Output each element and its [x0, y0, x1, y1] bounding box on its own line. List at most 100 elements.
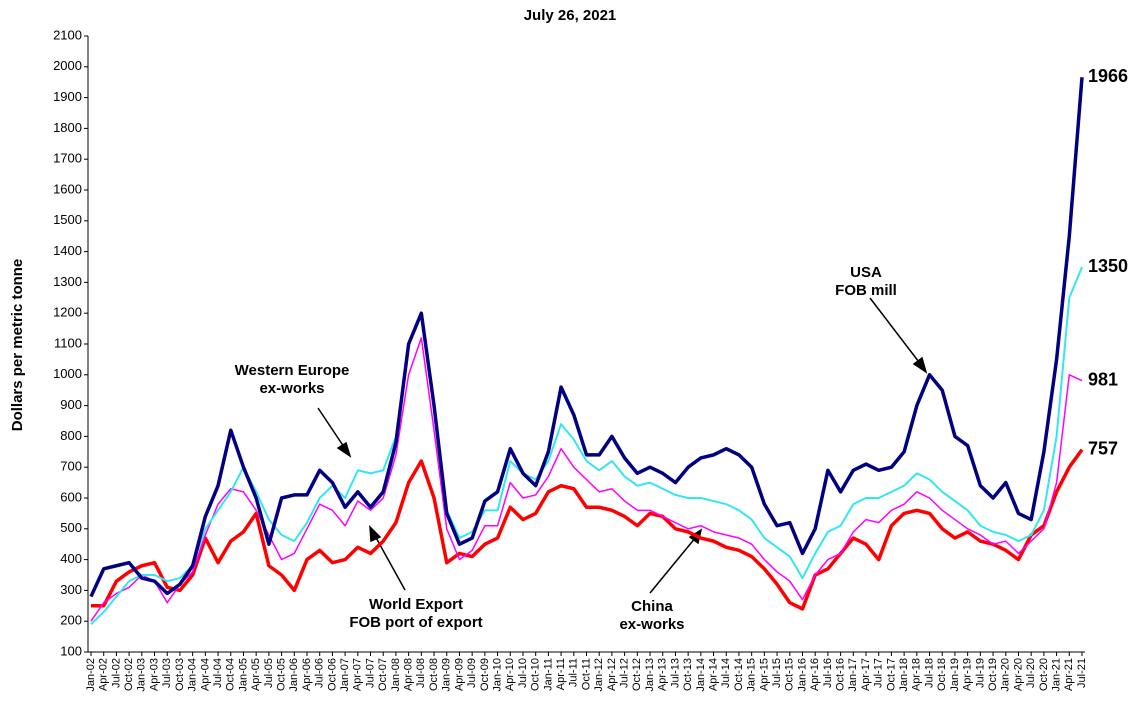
end-value-label: 1966 — [1088, 66, 1128, 86]
x-tick-label: Jan-04 — [187, 658, 199, 692]
annotation-line: FOB port of export — [349, 614, 482, 631]
x-tick-label: Apr-20 — [1012, 658, 1024, 691]
annotation: World Export FOB port of export — [349, 596, 482, 631]
x-tick-label: Apr-07 — [352, 658, 364, 691]
x-tick-label: Jan-15 — [746, 658, 758, 692]
y-tick-label: 1900 — [53, 89, 82, 104]
y-tick-label: 1800 — [53, 120, 82, 135]
x-tick-label: Jul-14 — [720, 658, 732, 688]
x-tick-label: Jan-18 — [898, 658, 910, 692]
x-tick-label: Jan-11 — [542, 658, 554, 691]
y-tick-label: 700 — [60, 459, 82, 474]
x-tick-label: Jan-03 — [136, 658, 148, 692]
x-tick-label: Jul-20 — [1025, 658, 1037, 688]
x-tick-label: Jan-21 — [1050, 658, 1062, 692]
x-tick-label: Jan-05 — [237, 658, 249, 692]
y-tick-label: 1700 — [53, 151, 82, 166]
y-tick-label: 300 — [60, 582, 82, 597]
x-tick-label: Apr-16 — [809, 658, 821, 691]
x-tick-label: Jan-17 — [847, 658, 859, 692]
y-tick-label: 400 — [60, 551, 82, 566]
x-tick-label: Jan-12 — [593, 658, 605, 692]
x-tick-label: Jul-11 — [568, 658, 580, 687]
x-tick-label: Jul-05 — [263, 658, 275, 688]
x-tick-label: Jan-16 — [796, 658, 808, 692]
x-tick-label: Jul-16 — [822, 658, 834, 688]
annotation: Western Europe ex-works — [235, 362, 350, 397]
y-axis-label: Dollars per metric tonne — [9, 259, 26, 432]
x-tick-label: Apr-09 — [453, 658, 465, 691]
annotation-line: Western Europe — [235, 362, 350, 379]
x-tick-label: Apr-18 — [911, 658, 923, 691]
x-tick-label: Jan-08 — [390, 658, 402, 692]
x-tick-label: Jul-03 — [161, 658, 173, 688]
x-tick-label: Apr-08 — [403, 658, 415, 691]
x-tick-label: Apr-04 — [199, 658, 211, 691]
y-tick-label: 600 — [60, 489, 82, 504]
end-value-label: 1350 — [1088, 256, 1128, 276]
x-tick-label: Apr-06 — [301, 658, 313, 691]
x-tick-label: Jul-09 — [466, 658, 478, 688]
x-tick-label: Oct-20 — [1038, 658, 1050, 691]
x-tick-label: Jul-18 — [923, 658, 935, 688]
y-tick-label: 200 — [60, 613, 82, 628]
series-line — [89, 77, 1084, 598]
x-tick-label: Oct-16 — [835, 658, 847, 691]
x-tick-label: Apr-10 — [504, 658, 516, 691]
x-tick-label: Oct-11 — [580, 658, 592, 690]
x-tick-label: Oct-19 — [987, 658, 999, 691]
annotation-line: ex-works — [619, 616, 684, 633]
x-tick-label: Jul-21 — [1076, 658, 1088, 688]
y-tick-label: 1100 — [54, 335, 82, 350]
annotation: China ex-works — [619, 598, 684, 633]
end-value-label: 981 — [1088, 369, 1118, 389]
x-tick-label: Jul-02 — [110, 658, 122, 688]
y-tick-label: 800 — [60, 428, 82, 443]
x-tick-label: Apr-12 — [606, 658, 618, 691]
x-tick-label: Apr-03 — [148, 658, 160, 691]
y-tick-label: 1000 — [53, 366, 82, 381]
x-tick-label: Jul-04 — [212, 658, 224, 688]
x-tick-label: Jan-14 — [695, 658, 707, 692]
series-line — [91, 448, 1084, 611]
x-tick-label: Apr-13 — [657, 658, 669, 691]
x-tick-label: Oct-18 — [936, 658, 948, 691]
x-tick-label: Oct-06 — [326, 658, 338, 691]
x-tick-label: Oct-17 — [885, 658, 897, 691]
x-tick-label: Jan-02 — [85, 658, 97, 692]
y-tick-label: 1500 — [53, 212, 82, 227]
x-tick-label: Oct-15 — [784, 658, 796, 691]
x-tick-label: Jan-10 — [491, 658, 503, 692]
x-tick-label: Oct-13 — [682, 658, 694, 691]
y-tick-label: 1200 — [53, 305, 82, 320]
x-tick-label: Jul-10 — [517, 658, 529, 688]
x-tick-label: Oct-02 — [123, 658, 135, 691]
annotation-line: China — [631, 598, 673, 615]
x-tick-label: Apr-05 — [250, 658, 262, 691]
y-tick-label: 2000 — [53, 58, 82, 73]
x-tick-label: Jan-06 — [288, 658, 300, 692]
x-tick-label: Jul-13 — [669, 658, 681, 688]
x-tick-label: Apr-11 — [555, 658, 567, 690]
series-line — [90, 266, 1083, 625]
x-tick-label: Oct-08 — [428, 658, 440, 691]
x-tick-label: Jan-09 — [441, 658, 453, 692]
x-tick-label: Jul-12 — [619, 658, 631, 688]
annotation: USA FOB mill — [835, 264, 897, 299]
x-tick-label: Jul-19 — [974, 658, 986, 688]
x-tick-label: Jul-15 — [771, 658, 783, 688]
x-tick-label: Apr-19 — [962, 658, 974, 691]
x-tick-label: Jul-07 — [364, 658, 376, 688]
x-tick-label: Oct-07 — [377, 658, 389, 691]
annotation-line: World Export — [369, 596, 463, 613]
x-tick-label: Apr-21 — [1063, 658, 1075, 691]
x-tick-label: Jul-06 — [314, 658, 326, 688]
annotation-line: USA — [850, 264, 882, 281]
x-tick-label: Jul-08 — [415, 658, 427, 688]
x-tick-label: Oct-03 — [174, 658, 186, 691]
y-tick-label: 900 — [60, 397, 82, 412]
x-tick-label: Apr-14 — [707, 658, 719, 691]
annotation-line: ex-works — [259, 380, 324, 397]
x-tick-label: Jul-17 — [873, 658, 885, 688]
